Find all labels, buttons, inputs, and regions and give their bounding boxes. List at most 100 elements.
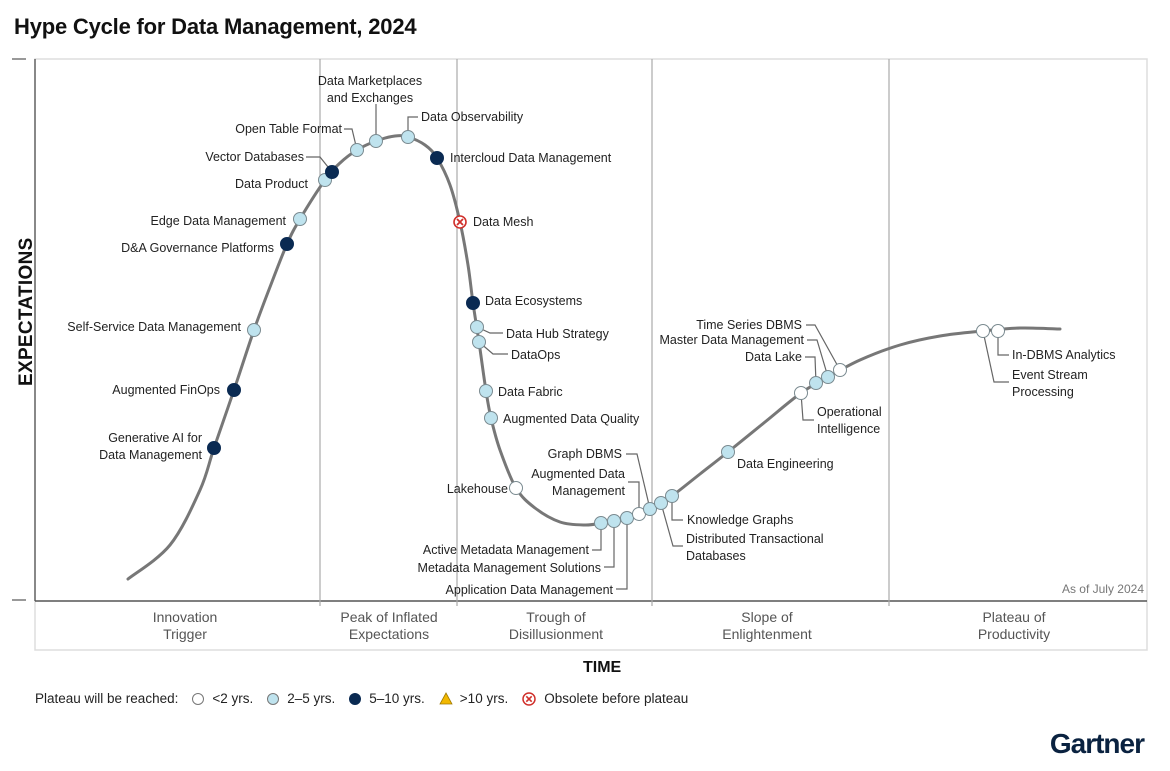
x-axis-label: TIME: [583, 659, 622, 676]
label-line: Open Table Format: [235, 122, 342, 136]
phase-label-line2: Enlightenment: [722, 626, 812, 642]
label-line: In-DBMS Analytics: [1012, 348, 1116, 362]
label-line: and Exchanges: [327, 91, 413, 105]
marker-knowledge-graphs[interactable]: [665, 489, 679, 503]
label-line: Edge Data Management: [150, 214, 286, 228]
label-line: Data Product: [235, 177, 308, 191]
gartner-logo: Gartner: [1049, 728, 1145, 759]
marker-vector-databases[interactable]: [325, 165, 339, 179]
marker-lakehouse[interactable]: [509, 481, 523, 495]
phase-peak: Peak of Inflated Expectations: [340, 609, 437, 643]
marker-d-a-governance-platforms[interactable]: [280, 237, 294, 251]
marker-dataops[interactable]: [472, 335, 486, 349]
label-line: Time Series DBMS: [696, 318, 802, 332]
phase-label-line2: Trigger: [163, 626, 207, 642]
marker-self-service-data-management[interactable]: [247, 323, 261, 337]
label-line: Master Data Management: [659, 333, 804, 347]
marker-data-hub-strategy[interactable]: [470, 320, 484, 334]
circle-white-icon: [192, 692, 205, 705]
label-line: Augmented Data: [531, 467, 625, 481]
label-line: DataOps: [511, 348, 560, 362]
legend-item-gt10: >10 yrs.: [439, 691, 508, 706]
label-line: Distributed Transactional: [686, 532, 824, 546]
label-line: Processing: [1012, 385, 1074, 399]
phase-label-line1: Peak of Inflated: [340, 609, 438, 625]
marker-metadata-management-solutions[interactable]: [607, 514, 621, 528]
marker-generative-ai-for-data-management[interactable]: [207, 441, 221, 455]
label-line: Data Mesh: [473, 215, 533, 229]
label-self-service-data-management: Self-Service Data Management: [67, 320, 241, 334]
label-line: Management: [552, 484, 625, 498]
phase-slope: Slope of Enlightenment: [722, 609, 812, 643]
label-dataops: DataOps: [511, 348, 560, 362]
marker-open-table-format[interactable]: [350, 143, 364, 157]
marker-event-stream-processing[interactable]: [976, 324, 990, 338]
legend-item-2to5: 2–5 yrs.: [267, 691, 335, 706]
legend-label: 5–10 yrs.: [369, 691, 425, 706]
phase-label-line2: Expectations: [348, 626, 430, 642]
page-title: Hype Cycle for Data Management, 2024: [14, 14, 417, 39]
label-active-metadata-management: Active Metadata Management: [423, 543, 590, 557]
label-line: D&A Governance Platforms: [121, 241, 274, 255]
label-knowledge-graphs: Knowledge Graphs: [687, 513, 793, 527]
label-line: Data Fabric: [498, 385, 563, 399]
marker-edge-data-management[interactable]: [293, 212, 307, 226]
marker-master-data-management[interactable]: [821, 370, 835, 384]
marker-active-metadata-management[interactable]: [594, 516, 608, 530]
phase-label-line1: Plateau of: [982, 609, 1046, 625]
marker-data-engineering[interactable]: [721, 445, 735, 459]
label-line: Intelligence: [817, 422, 880, 436]
phase-innovation-trigger: Innovation Trigger: [153, 609, 218, 643]
label-line: Databases: [686, 549, 746, 563]
label-line: Augmented Data Quality: [503, 412, 640, 426]
legend-item-5to10: 5–10 yrs.: [349, 691, 425, 706]
label-line: Data Lake: [745, 350, 802, 364]
leader-line: [660, 502, 683, 547]
label-lakehouse: Lakehouse: [447, 482, 508, 496]
label-metadata-management-solutions: Metadata Management Solutions: [418, 561, 601, 575]
label-line: Knowledge Graphs: [687, 513, 793, 527]
marker-time-series-dbms[interactable]: [833, 363, 847, 377]
marker-in-dbms-analytics[interactable]: [991, 324, 1005, 338]
phase-label-line1: Slope of: [741, 609, 793, 625]
marker-data-fabric[interactable]: [479, 384, 493, 398]
marker-intercloud-data-management[interactable]: [430, 151, 444, 165]
label-augmented-finops: Augmented FinOps: [112, 383, 220, 397]
label-line: Data Engineering: [737, 457, 834, 471]
label-line: Graph DBMS: [548, 447, 622, 461]
label-data-ecosystems: Data Ecosystems: [485, 294, 582, 308]
leader-line: [344, 128, 358, 151]
obsolete-x-icon: [522, 691, 536, 706]
leader-line: [671, 496, 683, 521]
label-line: Augmented FinOps: [112, 383, 220, 397]
marker-distributed-transactional-databases[interactable]: [654, 496, 668, 510]
marker-data-lake[interactable]: [809, 376, 823, 390]
label-line: Data Marketplaces: [318, 74, 422, 88]
marker-data-marketplaces-and-exchanges[interactable]: [369, 134, 383, 148]
label-line: Operational: [817, 405, 882, 419]
marker-graph-dbms[interactable]: [643, 502, 657, 516]
label-data-observability: Data Observability: [421, 110, 524, 124]
marker-data-ecosystems[interactable]: [466, 296, 480, 310]
label-data-lake: Data Lake: [745, 350, 802, 364]
label-in-dbms-analytics: In-DBMS Analytics: [1012, 348, 1116, 362]
marker-data-observability[interactable]: [401, 130, 415, 144]
label-generative-ai-for-data-management: Generative AI for Data Management: [99, 431, 202, 462]
leader-line: [628, 481, 640, 514]
marker-application-data-management[interactable]: [620, 511, 634, 525]
marker-augmented-data-quality[interactable]: [484, 411, 498, 425]
phase-label-line2: Disillusionment: [508, 626, 604, 642]
legend: Plateau will be reached: <2 yrs. 2–5 yrs…: [35, 691, 688, 706]
as-of-date: As of July 2024: [1061, 582, 1144, 596]
marker-operational-intelligence[interactable]: [794, 386, 808, 400]
phase-label-line1: Trough of: [526, 609, 586, 625]
label-line: Self-Service Data Management: [67, 320, 241, 334]
label-data-mesh: Data Mesh: [473, 215, 533, 229]
legend-label: Obsolete before plateau: [544, 691, 689, 706]
label-data-hub-strategy: Data Hub Strategy: [506, 327, 610, 341]
leader-line: [807, 339, 829, 378]
label-line: Metadata Management Solutions: [418, 561, 601, 575]
marker-augmented-finops[interactable]: [227, 383, 241, 397]
label-data-engineering: Data Engineering: [737, 457, 834, 471]
